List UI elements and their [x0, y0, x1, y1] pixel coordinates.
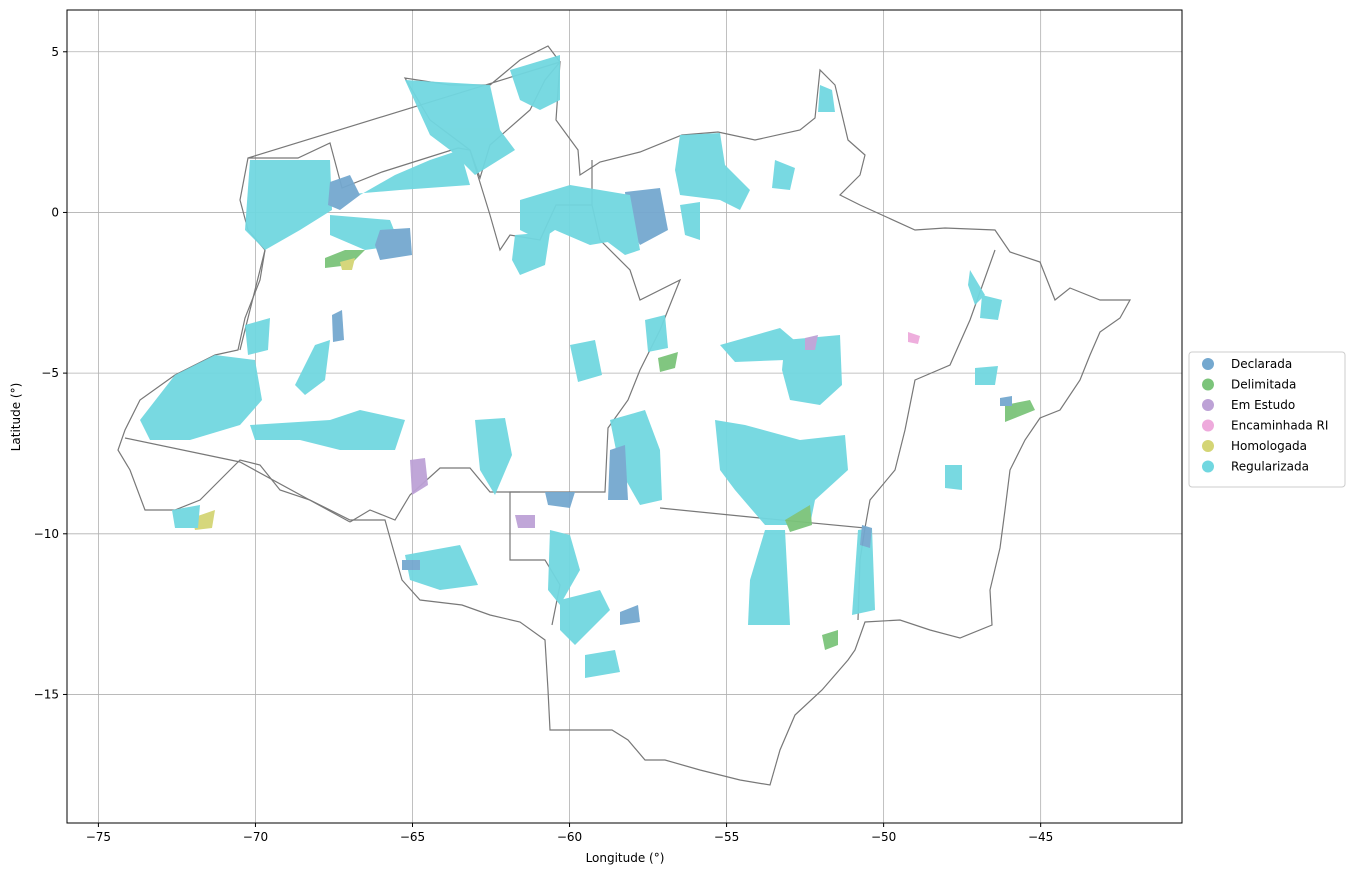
territory-regularizada	[610, 410, 662, 505]
legend-label: Em Estudo	[1231, 398, 1295, 412]
legend-label: Encaminhada RI	[1231, 419, 1328, 433]
territory-regularizada	[818, 85, 835, 112]
territory-encaminhada-ri	[908, 332, 920, 344]
territory-regularizada	[520, 185, 625, 245]
territory-regularizada	[295, 340, 330, 395]
x-tick-label: −60	[557, 830, 582, 844]
territory-declarada	[375, 228, 412, 260]
legend: Declarada Delimitada Em Estudo Encaminhada …	[1188, 351, 1346, 488]
territory-regularizada	[548, 530, 580, 605]
territory-declarada	[332, 310, 344, 342]
territory-regularizada	[980, 295, 1002, 320]
territory-regularizada	[715, 420, 848, 525]
territory-regularizada	[560, 590, 610, 645]
state-line-1	[124, 437, 351, 523]
territory-regularizada	[172, 505, 200, 528]
y-axis-label: Latitude (°)	[9, 383, 23, 452]
territory-delimitada	[785, 505, 812, 532]
legend-marker	[1202, 399, 1214, 411]
legend-marker	[1202, 419, 1214, 432]
y-tick-label: −15	[34, 687, 59, 701]
territory-delimitada	[325, 250, 365, 268]
legend-label: Declarada	[1231, 357, 1292, 371]
territory-homologada	[340, 258, 355, 270]
territory-regularizada	[675, 133, 750, 210]
x-tick-label: −70	[243, 830, 268, 844]
territory-regularizada	[782, 335, 842, 405]
state-line-2	[239, 249, 266, 351]
x-tick-label: −45	[1028, 830, 1053, 844]
territory-regularizada	[852, 528, 875, 615]
territory-declarada	[860, 525, 872, 548]
legend-box	[1188, 351, 1346, 488]
legend-marker	[1202, 358, 1214, 370]
x-tick-label: −55	[714, 830, 739, 844]
y-tick-label: 5	[51, 45, 59, 59]
territory-regularizada	[245, 160, 332, 250]
territory-declarada	[608, 445, 628, 500]
territory-polygons	[140, 55, 1035, 678]
legend-label: Regularizada	[1231, 460, 1309, 474]
territory-delimitada	[822, 630, 838, 650]
territory-regularizada	[250, 410, 405, 450]
territory-em-estudo	[805, 335, 818, 350]
legend-marker	[1202, 460, 1214, 473]
territory-declarada	[402, 560, 420, 570]
x-tick-label: −75	[86, 830, 111, 844]
territory-regularizada	[510, 55, 560, 110]
state-line-6	[659, 249, 996, 529]
x-axis-label: Longitude (°)	[586, 851, 665, 865]
territory-regularizada	[680, 202, 700, 240]
legend-label: Homologada	[1231, 439, 1307, 453]
legend-marker	[1202, 378, 1214, 391]
y-tick-label: 0	[51, 205, 59, 219]
territory-regularizada	[570, 340, 602, 382]
x-tick-label: −50	[871, 830, 896, 844]
legend-label: Delimitada	[1231, 378, 1296, 392]
territory-regularizada	[475, 418, 512, 495]
x-tick-label: −65	[400, 830, 425, 844]
y-tick-label: −10	[34, 527, 59, 541]
territory-regularizada	[968, 270, 985, 305]
territory-declarada	[545, 492, 575, 508]
territory-regularizada	[645, 315, 668, 352]
territory-regularizada	[720, 328, 800, 362]
territory-regularizada	[245, 318, 270, 355]
territory-regularizada	[140, 355, 262, 440]
territory-declarada	[620, 605, 640, 625]
territory-delimitada	[658, 352, 678, 372]
territory-delimitada	[1005, 400, 1035, 422]
legend-marker	[1202, 440, 1214, 452]
plot-frame	[66, 9, 1183, 824]
territory-regularizada	[405, 545, 478, 590]
territory-regularizada	[975, 366, 998, 385]
y-tick-label: −5	[41, 366, 59, 380]
territory-em-estudo	[515, 515, 535, 528]
territory-regularizada	[340, 150, 470, 195]
axis-ticks: −75 −70 −65 −60 −55 −50 −45 5 0 −5 −10 −15	[34, 45, 1054, 844]
territory-declarada	[328, 175, 360, 210]
territory-regularizada	[600, 190, 640, 255]
territory-em-estudo	[410, 458, 428, 495]
territory-declarada	[1000, 396, 1012, 406]
territory-regularizada	[585, 650, 620, 678]
territory-regularizada	[945, 465, 962, 490]
territory-regularizada	[405, 80, 515, 175]
territory-regularizada	[748, 530, 790, 625]
territory-regularizada	[512, 232, 550, 275]
outer-boundary	[117, 45, 1132, 786]
region-boundaries	[117, 45, 1132, 786]
territory-regularizada	[772, 160, 795, 190]
